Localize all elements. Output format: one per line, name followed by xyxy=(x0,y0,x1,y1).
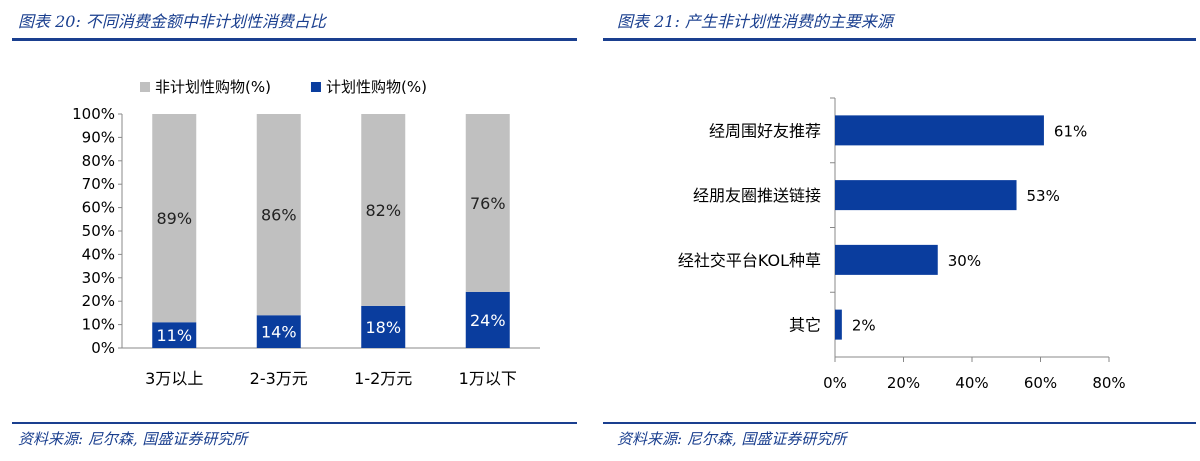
planned-value-label-0: 11% xyxy=(156,326,192,345)
x-category-label-1: 2-3万元 xyxy=(250,369,308,388)
source-value-label-1: 53% xyxy=(1027,187,1060,205)
x-tick-label: 0% xyxy=(823,374,847,392)
x-tick-label: 40% xyxy=(955,374,988,392)
source-value-label-0: 61% xyxy=(1054,122,1087,140)
legend-label-0: 非计划性购物(%) xyxy=(155,78,271,96)
y-tick-label: 0% xyxy=(91,339,115,357)
planned-bar-2 xyxy=(361,305,406,348)
source-bar-1 xyxy=(835,180,1017,211)
unplanned-bar-3 xyxy=(465,114,510,292)
right-source-note: 资料来源: 尼尔森, 国盛证券研究所 xyxy=(617,430,847,448)
planned-value-label-2: 18% xyxy=(365,318,401,337)
y-tick-label: 50% xyxy=(82,222,115,240)
right-title-rule xyxy=(603,38,1196,41)
unplanned-value-label-1: 86% xyxy=(261,206,297,225)
legend-label-1: 计划性购物(%) xyxy=(326,78,427,96)
unplanned-value-label-2: 82% xyxy=(365,201,401,220)
source-value-label-2: 30% xyxy=(948,252,981,270)
planned-value-label-1: 14% xyxy=(261,323,297,342)
unplanned-bar-1 xyxy=(256,114,301,316)
legend-swatch-0 xyxy=(140,82,150,92)
planned-bar-0 xyxy=(152,322,197,348)
y-tick-label: 70% xyxy=(82,175,115,193)
left-stacked-bar-chart: 非计划性购物(%) 计划性购物(%) 0% 10% 20% 30% 40% 50% 60% 70%… xyxy=(72,78,540,388)
unplanned-value-label-0: 89% xyxy=(156,209,192,228)
source-category-label-2: 经社交平台KOL种草 xyxy=(678,251,821,270)
source-category-label-3: 其它 xyxy=(789,316,821,335)
y-tick-label: 10% xyxy=(82,316,115,334)
right-source-rule xyxy=(603,422,1196,424)
x-category-label-0: 3万以上 xyxy=(145,369,203,388)
unplanned-bar-2 xyxy=(361,114,406,306)
left-chart-title: 图表 20: 不同消费金额中非计划性消费占比 xyxy=(18,12,326,31)
left-title-rule xyxy=(12,38,577,41)
planned-bar-3 xyxy=(465,291,510,348)
y-tick-label: 20% xyxy=(82,292,115,310)
planned-value-label-3: 24% xyxy=(470,311,506,330)
unplanned-value-label-3: 76% xyxy=(470,194,506,213)
x-tick-label: 60% xyxy=(1024,374,1057,392)
source-bar-0 xyxy=(835,115,1044,146)
y-tick-label: 60% xyxy=(82,199,115,217)
source-bar-2 xyxy=(835,244,938,275)
y-tick-label: 80% xyxy=(82,152,115,170)
unplanned-bar-0 xyxy=(152,114,197,323)
right-chart-title: 图表 21: 产生非计划性消费的主要来源 xyxy=(617,12,893,31)
x-category-label-3: 1万以下 xyxy=(459,369,517,388)
y-tick-label: 90% xyxy=(82,128,115,146)
source-bar-3 xyxy=(835,309,842,340)
x-tick-label: 80% xyxy=(1092,374,1125,392)
planned-bar-1 xyxy=(256,315,301,348)
left-source-note: 资料来源: 尼尔森, 国盛证券研究所 xyxy=(18,430,248,448)
x-category-label-2: 1-2万元 xyxy=(354,369,412,388)
source-category-label-1: 经朋友圈推送链接 xyxy=(693,186,821,205)
right-panel: 图表 21: 产生非计划性消费的主要来源 0% 20% 40% 60% 80% 61% 经周… xyxy=(603,0,1200,461)
x-tick-label: 20% xyxy=(887,374,920,392)
source-category-label-0: 经周围好友推荐 xyxy=(709,121,821,140)
y-tick-label: 30% xyxy=(82,269,115,287)
legend-swatch-1 xyxy=(310,82,321,92)
left-panel: 图表 20: 不同消费金额中非计划性消费占比 非计划性购物(%) 计划性购物(%)… xyxy=(0,0,585,461)
left-source-rule xyxy=(12,422,577,424)
right-horizontal-bar-chart: 0% 20% 40% 60% 80% 61% 经周围好友推荐 53% 经朋友圈推送链接 30% 经社… xyxy=(678,97,1126,392)
y-tick-label: 100% xyxy=(72,105,115,123)
source-value-label-3: 2% xyxy=(852,317,876,335)
y-tick-label: 40% xyxy=(82,245,115,263)
